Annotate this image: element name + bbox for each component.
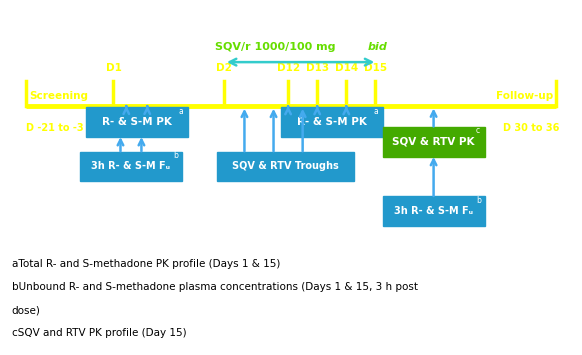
Text: D13: D13 [306, 63, 329, 73]
Text: D -21 to -3: D -21 to -3 [26, 123, 84, 133]
Text: qd: qd [399, 12, 424, 30]
Text: a: a [179, 106, 184, 115]
FancyBboxPatch shape [86, 107, 187, 137]
Text: b: b [476, 196, 481, 205]
Text: R- & S-M PK: R- & S-M PK [297, 117, 367, 127]
Text: 3h R- & S-M Fᵤ: 3h R- & S-M Fᵤ [91, 162, 171, 171]
FancyBboxPatch shape [383, 196, 484, 226]
Text: SQV/r 1000/100 mg: SQV/r 1000/100 mg [215, 42, 339, 52]
Text: SQV & RTV PK: SQV & RTV PK [392, 137, 475, 147]
Text: D1: D1 [105, 63, 122, 73]
FancyBboxPatch shape [281, 107, 383, 137]
Text: Screening: Screening [29, 91, 88, 101]
Text: SQV & RTV Troughs: SQV & RTV Troughs [232, 162, 339, 171]
Text: aTotal R- and S-methadone PK profile (Days 1 & 15): aTotal R- and S-methadone PK profile (Da… [12, 259, 280, 269]
Text: D2: D2 [216, 63, 232, 73]
Text: Follow-up: Follow-up [496, 91, 553, 101]
Text: bUnbound R- and S-methadone plasma concentrations (Days 1 & 15, 3 h post: bUnbound R- and S-methadone plasma conce… [12, 282, 418, 292]
FancyBboxPatch shape [383, 127, 484, 157]
Text: dose): dose) [12, 305, 41, 315]
Text: D 30 to 36: D 30 to 36 [503, 123, 560, 133]
Text: b: b [173, 151, 178, 160]
Text: cSQV and RTV PK profile (Day 15): cSQV and RTV PK profile (Day 15) [12, 328, 186, 338]
Text: c: c [476, 126, 480, 135]
Text: bid: bid [368, 42, 388, 52]
Text: D12: D12 [276, 63, 300, 73]
Text: R- & S-M PK: R- & S-M PK [102, 117, 172, 127]
Text: D15: D15 [364, 63, 387, 73]
FancyBboxPatch shape [217, 152, 353, 181]
Text: D14: D14 [335, 63, 358, 73]
FancyBboxPatch shape [80, 152, 182, 181]
Text: Methadone 60–120 mg: Methadone 60–120 mg [136, 12, 364, 30]
Text: a: a [374, 106, 379, 115]
Text: 3h R- & S-M Fᵤ: 3h R- & S-M Fᵤ [394, 206, 473, 216]
